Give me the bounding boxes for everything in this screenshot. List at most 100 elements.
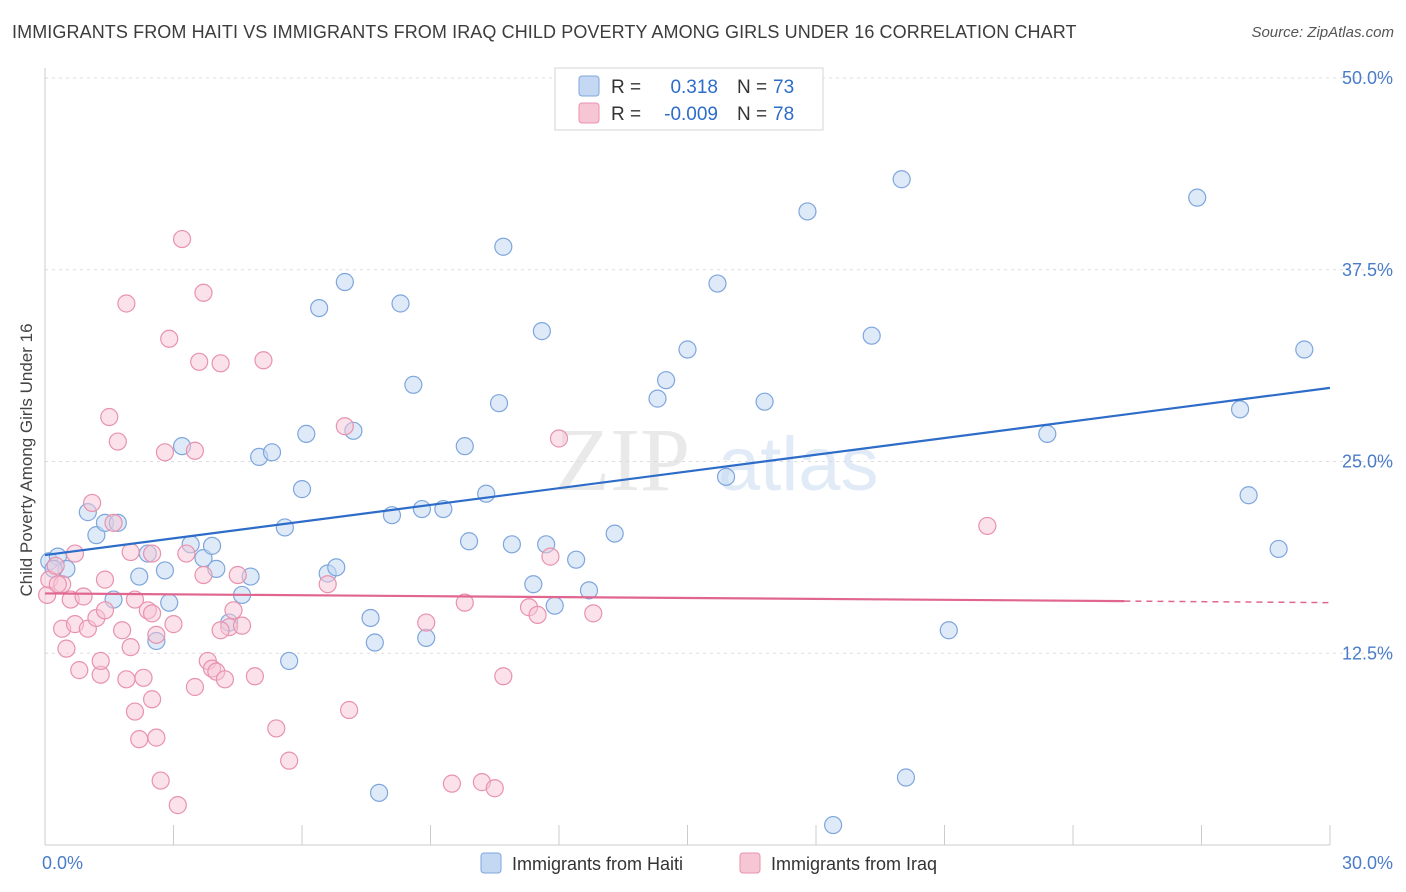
tick-labels: 12.5% 25.0% 37.5% 50.0% 0.0% 30.0% — [42, 68, 1393, 873]
iraq-point-30 — [142, 604, 162, 623]
legend-haiti-r-value: 0.318 — [670, 77, 718, 98]
iraq-point-2 — [46, 556, 65, 575]
iraq-point-42 — [185, 677, 205, 697]
legend-haiti-n-label: N = — [737, 77, 767, 98]
iraq-point-71 — [549, 429, 569, 448]
haiti-point-68 — [1230, 400, 1250, 419]
axes — [44, 68, 1331, 846]
iraq-point-72 — [584, 604, 603, 623]
legend-iraq-n-value: 78 — [773, 104, 794, 125]
haiti-point-70 — [1269, 539, 1288, 559]
haiti-point-47 — [524, 575, 543, 594]
haiti-point-48 — [532, 322, 551, 341]
haiti-point-61 — [824, 815, 843, 835]
iraq-point-15 — [91, 651, 110, 671]
haiti-point-65 — [939, 621, 958, 640]
trend-lines — [44, 386, 1331, 604]
iraq-point-22 — [117, 294, 136, 313]
iraq-point-38 — [168, 796, 187, 815]
iraq-point-54 — [232, 616, 252, 635]
haiti-point-56 — [678, 340, 697, 359]
iraq-point-34 — [151, 771, 170, 790]
legend-haiti-swatch — [578, 75, 600, 97]
series-iraq-points — [38, 229, 997, 815]
iraq-point-70 — [541, 547, 560, 566]
iraq-point-36 — [160, 329, 179, 348]
iraq-point-43 — [190, 352, 209, 371]
iraq-point-20 — [112, 621, 132, 640]
iraq-point-49 — [211, 354, 230, 373]
iraq-point-76 — [142, 544, 162, 563]
iraq-point-52 — [224, 601, 243, 620]
iraq-point-21 — [117, 670, 136, 689]
stats-legend-box — [554, 67, 824, 131]
y-tick-label-3: 50.0% — [1342, 68, 1393, 88]
stats-legend: R = 0.318 N = 73 R = -0.009 N = 78 — [554, 67, 824, 131]
legend-iraq-r-value: -0.009 — [664, 104, 718, 125]
y-axis-label: Child Poverty Among Girls Under 16 — [17, 323, 36, 596]
haiti-point-62 — [862, 326, 881, 345]
bottom-legend-iraq-swatch — [739, 852, 761, 874]
iraq-point-10 — [74, 587, 93, 606]
haiti-point-32 — [361, 608, 380, 628]
haiti-point-29 — [327, 558, 346, 577]
iraq-point-44 — [194, 283, 213, 302]
haiti-point-60 — [798, 202, 817, 221]
legend-iraq-n-label: N = — [737, 104, 767, 125]
iraq-point-5 — [57, 639, 76, 658]
bottom-legend-haiti-swatch — [480, 852, 502, 874]
y-tick-label-2: 37.5% — [1342, 260, 1393, 280]
legend-haiti-n-value: 73 — [773, 77, 794, 98]
bottom-legend-iraq-label: Immigrants from Iraq — [771, 854, 937, 874]
iraq-point-77 — [211, 621, 230, 640]
iraq-point-59 — [318, 575, 337, 594]
source-label: Source: ZipAtlas.com — [1251, 24, 1394, 41]
haiti-point-69 — [1239, 486, 1258, 505]
iraq-point-63 — [442, 774, 462, 793]
grid-lines — [45, 77, 1390, 654]
iraq-point-28 — [134, 668, 153, 687]
haiti-point-11 — [155, 561, 175, 580]
y-tick-label-1: 25.0% — [1342, 452, 1393, 472]
iraq-point-31 — [142, 690, 162, 709]
haiti-point-51 — [567, 550, 586, 569]
iraq-point-74 — [48, 575, 67, 594]
iraq-point-37 — [164, 615, 183, 634]
haiti-point-37 — [404, 375, 423, 394]
haiti-point-58 — [716, 467, 736, 486]
haiti-point-46 — [502, 535, 521, 554]
legend-iraq-swatch — [578, 102, 600, 124]
legend-iraq-r-label: R = — [611, 104, 641, 125]
x-tick-label-0: 0.0% — [42, 853, 83, 873]
iraq-point-60 — [335, 417, 354, 436]
iraq-point-39 — [172, 229, 192, 249]
haiti-point-64 — [896, 768, 916, 787]
iraq-trend-line — [44, 592, 1125, 603]
x-tick-label-1: 30.0% — [1342, 853, 1393, 873]
iraq-point-8 — [65, 544, 85, 563]
iraq-point-58 — [280, 751, 299, 770]
haiti-point-34 — [370, 783, 389, 802]
haiti-point-22 — [262, 443, 282, 462]
haiti-point-67 — [1188, 188, 1207, 207]
iraq-point-61 — [340, 700, 359, 720]
haiti-point-66 — [1038, 424, 1057, 443]
iraq-point-24 — [121, 542, 140, 562]
haiti-point-63 — [892, 170, 911, 189]
iraq-point-9 — [70, 661, 89, 680]
haiti-point-45 — [494, 237, 513, 256]
iraq-point-75 — [95, 570, 115, 589]
iraq-point-57 — [267, 719, 286, 738]
y-tick-label-0: 12.5% — [1342, 643, 1393, 663]
iraq-point-35 — [155, 443, 175, 462]
iraq-point-19 — [108, 432, 127, 451]
iraq-point-56 — [254, 351, 273, 370]
haiti-point-26 — [297, 424, 316, 443]
iraq-trend-line-dashed — [1124, 600, 1331, 604]
haiti-point-43 — [477, 484, 496, 503]
watermark: ZIP atlas — [555, 411, 879, 510]
haiti-point-53 — [605, 524, 624, 543]
iraq-point-64 — [455, 593, 474, 612]
haiti-point-12 — [160, 593, 179, 612]
